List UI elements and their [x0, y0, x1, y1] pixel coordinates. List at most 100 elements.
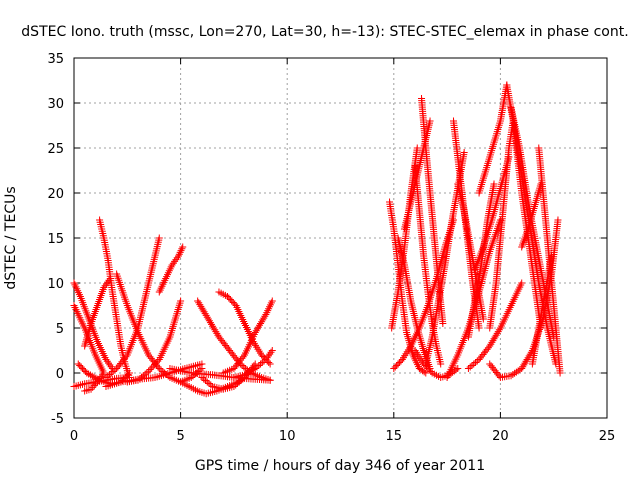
data-point	[260, 314, 268, 322]
y-tick-label: 35	[47, 52, 64, 67]
data-point	[556, 369, 564, 377]
data-point	[106, 361, 114, 369]
data-point	[254, 323, 262, 331]
y-tick-label: 0	[56, 367, 64, 382]
data-point	[495, 372, 503, 380]
data-point	[248, 367, 256, 375]
data-point	[258, 318, 266, 326]
data-point	[202, 311, 210, 319]
data-point	[212, 328, 220, 336]
data-point	[106, 371, 114, 378]
data-point	[204, 315, 212, 323]
data-point	[149, 362, 157, 370]
x-tick-label: 15	[386, 429, 403, 444]
data-point	[259, 316, 267, 324]
data-point	[420, 360, 428, 368]
data-point	[258, 351, 266, 359]
data-point	[85, 370, 93, 378]
data-point	[439, 320, 447, 327]
data-point	[253, 363, 261, 371]
data-point	[266, 350, 274, 358]
data-point	[251, 329, 259, 336]
data-point	[473, 357, 481, 365]
data-point	[213, 329, 221, 337]
data-point	[492, 331, 500, 339]
data-point	[258, 359, 266, 366]
data-point	[195, 299, 203, 307]
data-point	[495, 326, 503, 334]
data-point	[244, 369, 252, 377]
data-point	[413, 144, 421, 152]
data-point	[200, 308, 208, 316]
data-point	[123, 372, 131, 380]
data-point	[107, 363, 115, 371]
data-point	[177, 247, 185, 255]
data-point	[391, 363, 399, 371]
data-point	[175, 250, 183, 258]
data-point	[242, 365, 250, 372]
data-point	[526, 350, 534, 358]
data-point	[226, 296, 234, 303]
data-point	[198, 304, 206, 312]
data-point	[174, 252, 182, 260]
data-point	[537, 180, 545, 188]
data-point	[426, 117, 434, 125]
data-point	[267, 348, 275, 356]
data-point	[425, 366, 433, 374]
data-point	[251, 365, 259, 372]
data-point	[516, 366, 524, 374]
data-point	[263, 354, 271, 362]
data-point	[191, 371, 199, 378]
data-point	[479, 315, 487, 323]
data-point	[490, 335, 498, 343]
data-point	[249, 366, 257, 374]
data-point	[235, 378, 243, 386]
data-point	[266, 376, 274, 384]
data-markers	[70, 81, 564, 398]
data-point	[255, 321, 263, 329]
data-point	[493, 329, 501, 337]
data-point	[466, 363, 474, 371]
data-point	[554, 216, 562, 224]
data-point	[88, 372, 96, 380]
data-point	[246, 368, 254, 376]
x-tick-label: 10	[279, 429, 296, 444]
data-point	[89, 383, 97, 391]
data-point	[487, 340, 495, 348]
data-point	[523, 356, 531, 363]
data-point	[470, 360, 478, 368]
data-point	[393, 362, 401, 369]
data-point	[518, 365, 526, 372]
data-point	[390, 365, 398, 372]
data-point	[468, 362, 476, 369]
data-point	[511, 369, 519, 377]
y-tick-label: -5	[51, 412, 64, 427]
data-point	[178, 245, 186, 253]
data-point	[489, 337, 497, 345]
data-point	[154, 357, 162, 365]
data-point	[100, 284, 108, 291]
data-point	[79, 365, 87, 372]
tick-labels: 0 5 10 15 20 25 -5 0 5 10 15 20 25 30 35	[47, 52, 615, 444]
data-point	[454, 365, 462, 372]
data-point	[201, 377, 209, 384]
x-tick-label: 25	[599, 429, 616, 444]
data-point	[261, 312, 269, 320]
data-point	[233, 380, 241, 387]
data-point	[420, 368, 428, 376]
data-point	[518, 279, 526, 287]
data-point	[262, 356, 270, 363]
data-point	[520, 361, 528, 369]
data-point	[260, 357, 268, 365]
data-point	[76, 362, 84, 369]
data-point	[210, 324, 218, 332]
data-point	[224, 293, 232, 300]
data-point	[155, 234, 163, 242]
data-point	[201, 310, 209, 318]
data-point	[86, 371, 94, 379]
data-point	[104, 372, 112, 380]
data-point	[208, 320, 216, 328]
data-point	[422, 369, 430, 377]
data-point	[253, 325, 261, 333]
